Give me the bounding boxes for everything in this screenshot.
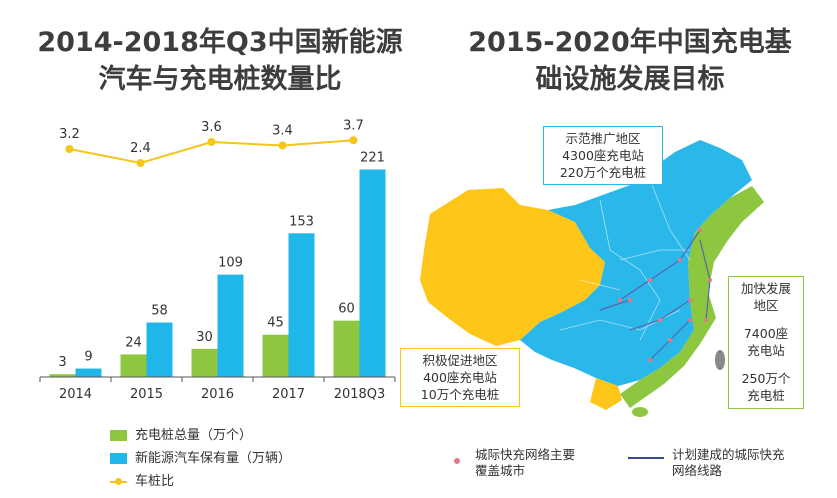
label-piles-2016: 30 [196, 330, 213, 345]
tick-label-2016: 2016 [201, 387, 234, 402]
legend-ratio-label: 车桩比 [135, 474, 175, 489]
box-fast-line4: 7400座 [743, 326, 789, 341]
map-legend-cities: 城际快充网络主要 覆盖城市 [475, 447, 575, 479]
map-title: 2015-2020年中国充电基 础设施发展目标 [430, 24, 830, 98]
map-legend-cities-line1: 城际快充网络主要 [475, 447, 576, 462]
label-vehicles-2016: 109 [218, 256, 243, 271]
ratio-label-2015: 2.4 [130, 141, 151, 156]
box-fast-line1: 加快发展 [740, 281, 791, 296]
legend-piles-label: 充电桩总量（万个） [135, 428, 253, 443]
ratio-point-2017 [278, 141, 287, 150]
ratio-point-2015 [136, 159, 145, 167]
map-region-east [620, 186, 764, 408]
map-title-line1: 2015-2020年中国充电基 [468, 27, 792, 58]
map-legend-cities-line2: 覆盖城市 [475, 463, 526, 478]
tick-label-2018Q3: 2018Q3 [334, 387, 386, 402]
map-province-lines [559, 179, 691, 341]
ratio-point-2018Q3 [349, 136, 358, 145]
label-piles-2015: 24 [125, 335, 142, 350]
bar-vehicles-2015 [146, 322, 173, 377]
map-city-dots [618, 228, 712, 362]
map-legend-routes-line2: 网络线路 [672, 463, 723, 478]
map-region-central [520, 140, 752, 386]
legend-item-piles: 充电桩总量（万个） [110, 424, 252, 443]
label-vehicles-2017: 153 [289, 214, 314, 229]
chart-title-line2: 汽车与充电桩数量比 [98, 64, 342, 95]
map-island-hainan [632, 407, 648, 417]
map-island-taiwan [715, 350, 725, 370]
label-piles-2017: 45 [267, 316, 284, 331]
legend-piles-swatch-icon [110, 430, 127, 441]
map-legend-routes: 计划建成的城际快充 网络线路 [672, 447, 785, 479]
map-legend-routes-line1: 计划建成的城际快充 [672, 447, 785, 462]
bar-piles-2014 [49, 374, 76, 377]
map-region-southwest [590, 378, 622, 410]
tick-label-2014: 2014 [59, 387, 92, 402]
legend-vehicles-label: 新能源汽车保有量（万辆） [135, 451, 292, 466]
box-active-line2: 400座充电站 [423, 370, 497, 385]
bar-piles-2016 [191, 348, 218, 377]
legend-ratio-line-icon [110, 477, 127, 485]
label-vehicles-2014: 9 [84, 350, 92, 365]
ratio-point-2014 [65, 145, 74, 153]
map-region-west [420, 188, 605, 346]
bar-vehicles-2017 [288, 233, 315, 377]
ratio-label-2014: 3.2 [59, 127, 80, 142]
box-demo-line2: 4300座充电站 [562, 148, 644, 163]
map-title-line2: 础设施发展目标 [535, 64, 725, 95]
legend-item-vehicles: 新能源汽车保有量（万辆） [110, 447, 291, 466]
map-box-demonstration: 示范推广地区 4300座充电站 220万个充电桩 [543, 126, 663, 185]
ratio-label-2016: 3.6 [201, 120, 222, 135]
map-box-active: 积极促进地区 400座充电站 10万个充电桩 [400, 348, 520, 407]
ratio-point-2016 [207, 138, 216, 146]
map-legend-dot-icon [454, 458, 460, 464]
box-fast-line7: 250万个 [741, 371, 791, 386]
tick-label-2017: 2017 [272, 387, 305, 402]
bar-piles-2015 [120, 354, 147, 377]
chart-title-line1: 2014-2018年Q3中国新能源 [37, 27, 403, 58]
label-vehicles-2015: 58 [151, 304, 168, 319]
bar-piles-2017 [262, 334, 289, 377]
bar-vehicles-2016 [217, 274, 244, 377]
bar-piles-2018Q3 [333, 320, 360, 377]
chart-title: 2014-2018年Q3中国新能源 汽车与充电桩数量比 [10, 24, 430, 98]
label-piles-2018Q3: 60 [338, 302, 355, 317]
box-fast-line8: 充电桩 [747, 387, 785, 403]
label-piles-2014: 3 [58, 355, 66, 370]
ratio-label-2018Q3: 3.7 [343, 118, 364, 133]
label-vehicles-2018Q3: 221 [360, 150, 385, 165]
legend-vehicles-swatch-icon [110, 453, 127, 464]
box-active-line1: 积极促进地区 [422, 353, 498, 368]
box-active-line3: 10万个充电桩 [420, 387, 500, 402]
tick-label-2015: 2015 [130, 387, 163, 402]
bar-vehicles-2014 [75, 368, 102, 377]
box-fast-line2: 地区 [753, 297, 779, 313]
box-demo-line3: 220万个充电桩 [559, 165, 647, 180]
box-demo-line1: 示范推广地区 [565, 131, 641, 146]
map-box-fast: 加快发展 地区 7400座 充电站 250万个 充电桩 [728, 276, 804, 409]
bar-vehicles-2018Q3 [359, 169, 386, 377]
legend-item-ratio: 车桩比 [110, 470, 174, 489]
box-fast-line5: 充电站 [747, 342, 785, 358]
ratio-label-2017: 3.4 [272, 124, 293, 139]
